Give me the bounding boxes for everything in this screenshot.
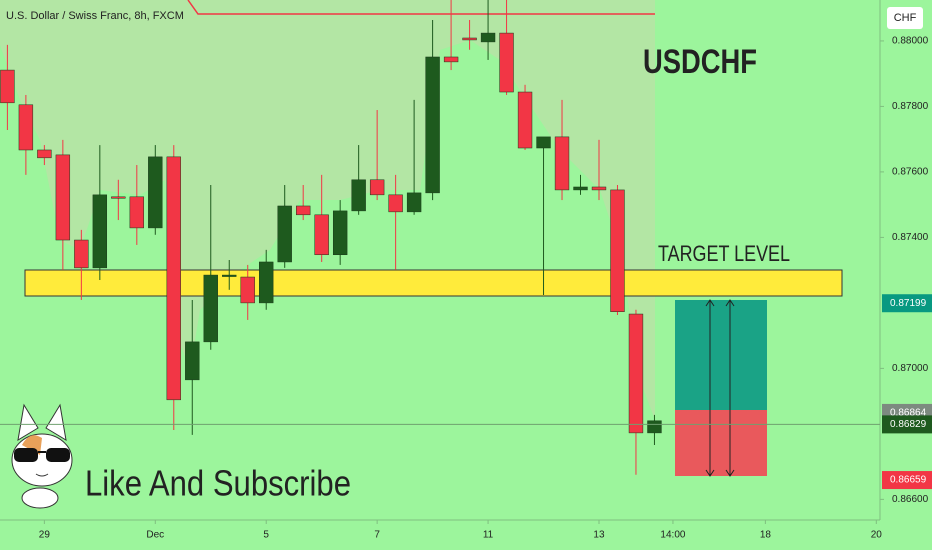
band-line (187, 0, 655, 15)
candle-body (148, 156, 163, 229)
y-tick-label: 0.88000 (892, 36, 929, 47)
price-badge (882, 415, 932, 434)
x-tick-label: 7 (374, 530, 380, 541)
candle-body (517, 91, 533, 149)
candle-body (351, 179, 366, 212)
currency-box (887, 7, 923, 29)
candle-body (480, 32, 496, 43)
sunglasses (46, 448, 70, 462)
price-badge-label: 0.86829 (890, 419, 927, 430)
x-tick-label: 20 (871, 530, 883, 541)
sunglasses (14, 448, 38, 462)
candle-body (406, 192, 422, 213)
candle-body (166, 156, 181, 401)
price-badge-label: 0.86659 (890, 475, 927, 486)
arrow-head (705, 469, 715, 477)
x-tick-label: 5 (263, 530, 269, 541)
price-badge-label: 0.87199 (890, 298, 927, 309)
price-badge (882, 471, 932, 490)
x-tick-label: 11 (483, 530, 494, 541)
candle-body (92, 194, 108, 269)
candle-body (443, 56, 459, 63)
x-tick-label: Dec (146, 530, 164, 541)
y-tick-label: 0.87400 (892, 232, 929, 243)
candle-body (573, 186, 588, 191)
y-tick-label: 0.86600 (892, 494, 929, 505)
candle-body (277, 205, 292, 263)
candle-body (369, 179, 385, 196)
y-tick-label: 0.87000 (892, 363, 929, 374)
candle-body (314, 214, 329, 256)
subscribe-label: Like And Subscribe (85, 463, 351, 504)
target-label: TARGET LEVEL (658, 241, 790, 266)
arrow-head (725, 469, 735, 477)
candle-body (129, 196, 144, 229)
target-zone (24, 269, 843, 297)
candle-body (462, 37, 477, 41)
candles (0, 0, 662, 475)
candle-body (0, 69, 15, 104)
candle-body (18, 104, 34, 151)
symbol-label: USDCHF (643, 43, 757, 81)
y-tick-label: 0.87600 (892, 167, 929, 178)
chart-title: U.S. Dollar / Swiss Franc, 8h, FXCM (6, 10, 184, 22)
candle-body (499, 32, 514, 93)
candle-body (185, 341, 200, 381)
candle-body (388, 194, 403, 213)
candle-body (222, 274, 237, 277)
candle-body (647, 420, 662, 434)
loss-zone (675, 410, 767, 476)
y-tick-label: 0.87800 (892, 101, 929, 112)
price-badge-label: 0.86864 (890, 408, 927, 419)
candle-body (111, 196, 126, 199)
mouth (35, 473, 49, 477)
body (21, 487, 59, 509)
candle-body (37, 149, 52, 159)
arrow-head (725, 299, 735, 307)
candle-body (55, 154, 71, 241)
candle-body (259, 261, 274, 304)
shaded-band (0, 0, 655, 420)
x-tick-label: 18 (760, 530, 772, 541)
candle-body (203, 274, 218, 343)
candle-body (628, 313, 644, 434)
candle-body (591, 186, 607, 191)
mascot (11, 403, 73, 509)
candle-body (332, 210, 348, 256)
ear (45, 403, 67, 441)
currency: CHF (894, 12, 917, 24)
candle-body (240, 276, 255, 304)
candle-body (296, 205, 311, 216)
candle-body (425, 56, 440, 194)
ear (17, 403, 39, 441)
profit-zone (675, 300, 767, 410)
arrow-head (705, 299, 715, 307)
candle-body (536, 136, 551, 149)
x-tick-label: 13 (593, 530, 605, 541)
candle-body (554, 136, 570, 191)
candle-body (74, 239, 89, 269)
x-tick-label: 29 (39, 530, 51, 541)
candle-body (610, 189, 625, 312)
price-badge (882, 294, 932, 313)
x-tick-label: 14:00 (660, 530, 685, 541)
